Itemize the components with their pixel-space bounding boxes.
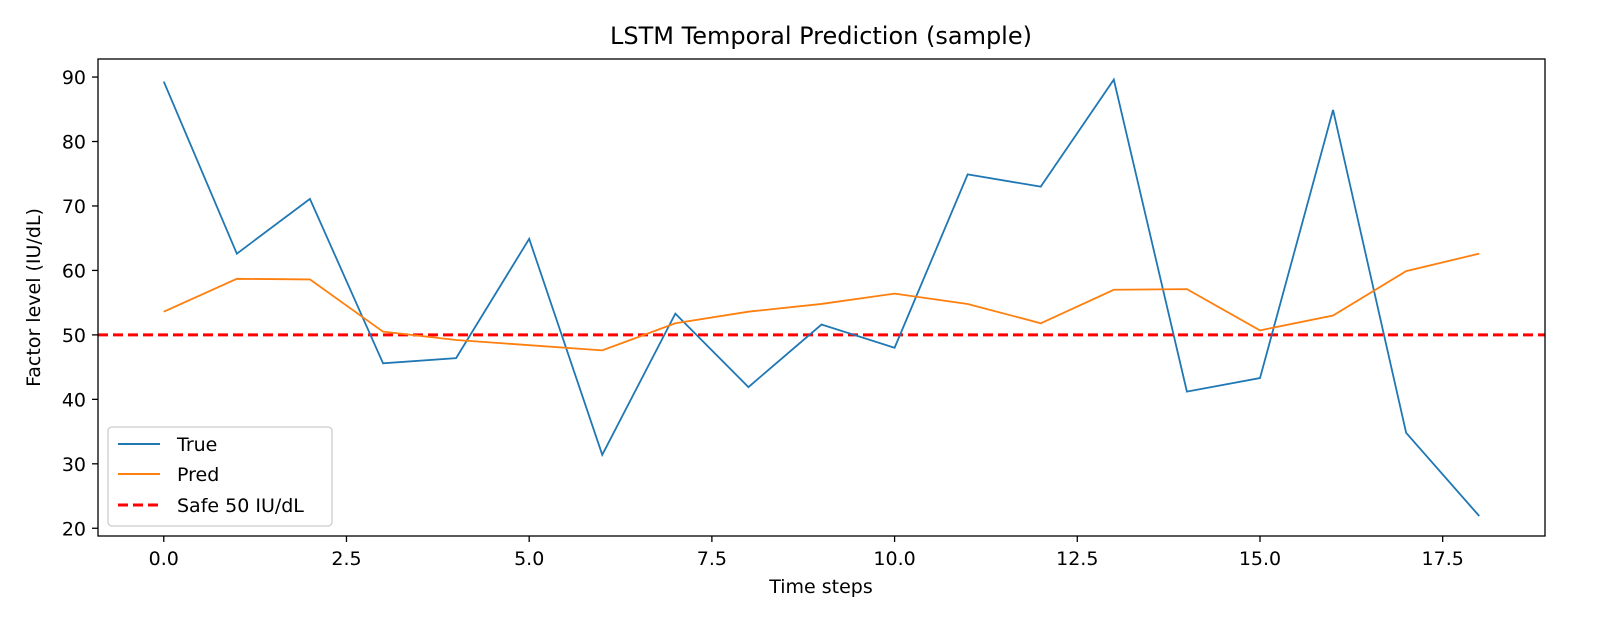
y-tick-label: 40 (62, 389, 86, 411)
legend: True Pred Safe 50 IU/dL (107, 426, 333, 527)
legend-label-pred: Pred (177, 464, 219, 486)
x-tick-label: 17.5 (1422, 548, 1464, 570)
y-tick-label: 20 (62, 518, 86, 540)
plot-frame (97, 58, 1546, 537)
y-tick-label: 60 (62, 260, 86, 282)
x-axis-label: Time steps (768, 576, 873, 598)
y-tick-label: 90 (62, 67, 86, 89)
y-tick-label: 80 (62, 132, 86, 154)
x-tick-label: 12.5 (1056, 548, 1098, 570)
x-tick-label: 7.5 (697, 548, 727, 570)
x-tick-label: 0.0 (149, 548, 179, 570)
x-tick-label: 10.0 (873, 548, 915, 570)
y-tick-label: 70 (62, 196, 86, 218)
legend-label-true: True (176, 434, 217, 456)
x-tick-label: 15.0 (1239, 548, 1281, 570)
x-tick-label: 5.0 (514, 548, 544, 570)
legend-box (107, 426, 333, 527)
y-axis-label: Factor level (IU/dL) (23, 208, 45, 387)
y-tick-label: 30 (62, 454, 86, 476)
y-tick-label: 50 (62, 325, 86, 347)
series-line-true (162, 77, 1480, 517)
legend-label-safe-threshold: Safe 50 IU/dL (177, 495, 304, 517)
chart-title: LSTM Temporal Prediction (sample) (610, 22, 1032, 50)
x-tick-label: 2.5 (331, 548, 361, 570)
